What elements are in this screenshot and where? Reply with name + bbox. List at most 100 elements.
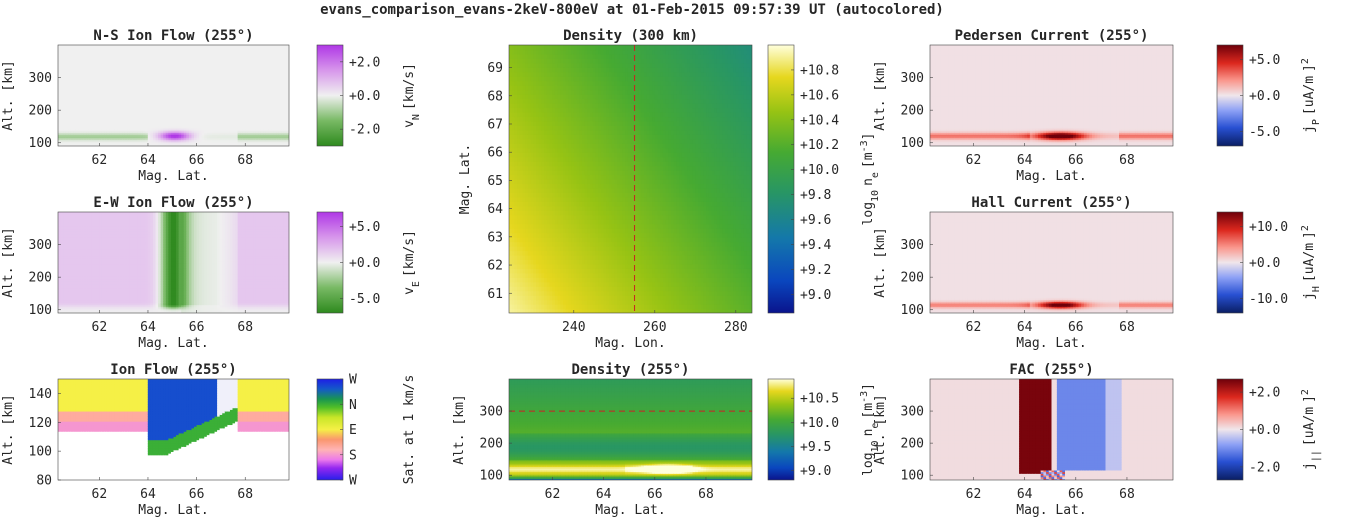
ns-cell <box>245 120 249 124</box>
ns-cell <box>117 107 121 110</box>
ns-cell <box>235 102 239 105</box>
ns-cell <box>142 92 146 95</box>
ns-cell <box>145 63 149 66</box>
ns-cell <box>109 56 113 60</box>
ns-cell <box>250 87 254 90</box>
ns-cell <box>199 73 203 76</box>
ns-cell <box>188 50 193 53</box>
ns-cell <box>104 142 108 145</box>
ns-cell <box>127 105 131 108</box>
ns-cell <box>214 50 218 53</box>
ns-cell <box>240 107 244 110</box>
ns-cell <box>188 120 193 124</box>
ns-cell <box>255 87 259 90</box>
ns-cell <box>232 45 236 48</box>
ns-cell <box>168 114 172 117</box>
ns-cell <box>201 108 205 112</box>
ns-cell <box>135 139 139 142</box>
ns-cell <box>96 119 100 122</box>
ns-cell <box>242 103 246 107</box>
ns-cell <box>181 119 185 122</box>
ns-cell <box>122 124 126 127</box>
ns-cell <box>255 124 259 127</box>
ns-cell <box>227 107 231 110</box>
ns-cell <box>222 122 226 125</box>
ns-cell <box>194 63 198 66</box>
ns-cell <box>168 60 172 63</box>
ns-cell <box>63 68 67 71</box>
ns-cell <box>75 100 80 103</box>
ns-cell <box>255 108 259 112</box>
ns-cell <box>191 129 195 132</box>
ns-cell <box>183 78 187 81</box>
ns-cell <box>158 122 162 125</box>
ns-cell <box>60 132 64 135</box>
ns-cell <box>255 112 259 115</box>
ns-cell <box>235 120 239 124</box>
ns-cell <box>137 65 141 68</box>
ns-cell <box>150 139 154 142</box>
ns-cell <box>245 53 249 56</box>
ns-cell <box>191 82 195 85</box>
ns-cell <box>78 45 82 48</box>
ns-cell <box>168 87 172 90</box>
ns-cell <box>104 117 108 120</box>
ns-cell <box>199 103 203 107</box>
ns-cell <box>245 61 249 65</box>
ns-cell <box>240 56 244 60</box>
ns-cell <box>253 114 257 117</box>
ns-cell <box>209 107 213 110</box>
ns-cell <box>75 87 80 90</box>
ns-cell <box>204 85 208 88</box>
ns-cell <box>235 65 239 68</box>
ns-cell <box>258 60 262 63</box>
ns-cell <box>206 137 211 140</box>
ns-cell <box>68 125 72 129</box>
ns-cell <box>214 58 218 61</box>
ns-cell <box>214 48 218 51</box>
ns-cell <box>222 75 226 78</box>
ns-cell <box>60 51 64 55</box>
ns-cell <box>253 115 257 118</box>
ns-cell <box>194 78 198 81</box>
ns-cell <box>250 98 254 102</box>
ns-cell <box>212 45 216 48</box>
ns-cell <box>170 46 175 49</box>
ns-cell <box>268 132 272 135</box>
ns-cell <box>147 46 151 49</box>
ns-cell <box>178 125 182 129</box>
ns-cell <box>183 137 187 140</box>
ns-cell <box>155 122 159 125</box>
ns-cell <box>104 63 108 66</box>
ns-cell <box>194 117 198 120</box>
ns-cell <box>81 134 85 137</box>
ns-cell <box>111 142 116 145</box>
ns-cell <box>137 95 141 98</box>
ns-cell <box>217 142 221 145</box>
ns-cell <box>191 48 195 51</box>
ns-cell <box>201 122 205 125</box>
ns-cell <box>73 135 77 139</box>
ns-cell <box>271 129 275 132</box>
ns-cell <box>265 144 270 146</box>
ns-cell <box>117 142 121 145</box>
ns-cell <box>199 61 203 65</box>
ns-cell <box>224 125 228 129</box>
ns-cell <box>106 56 110 60</box>
ns-cell <box>140 135 144 139</box>
ns-cell <box>117 61 121 65</box>
ns-cell <box>91 140 95 144</box>
ns-cell <box>265 129 270 132</box>
ns-cell <box>119 135 123 139</box>
ns-cell <box>75 135 80 139</box>
ns-cell <box>147 139 151 142</box>
ns-cell <box>204 80 208 83</box>
ns-cell <box>191 100 195 103</box>
ns-cell <box>263 97 267 100</box>
ns-cell <box>140 82 144 85</box>
ns-cell <box>111 137 116 140</box>
ns-cell <box>229 48 234 51</box>
ns-cell <box>255 92 259 95</box>
ns-cell <box>186 70 190 73</box>
ns-cell <box>86 122 90 125</box>
